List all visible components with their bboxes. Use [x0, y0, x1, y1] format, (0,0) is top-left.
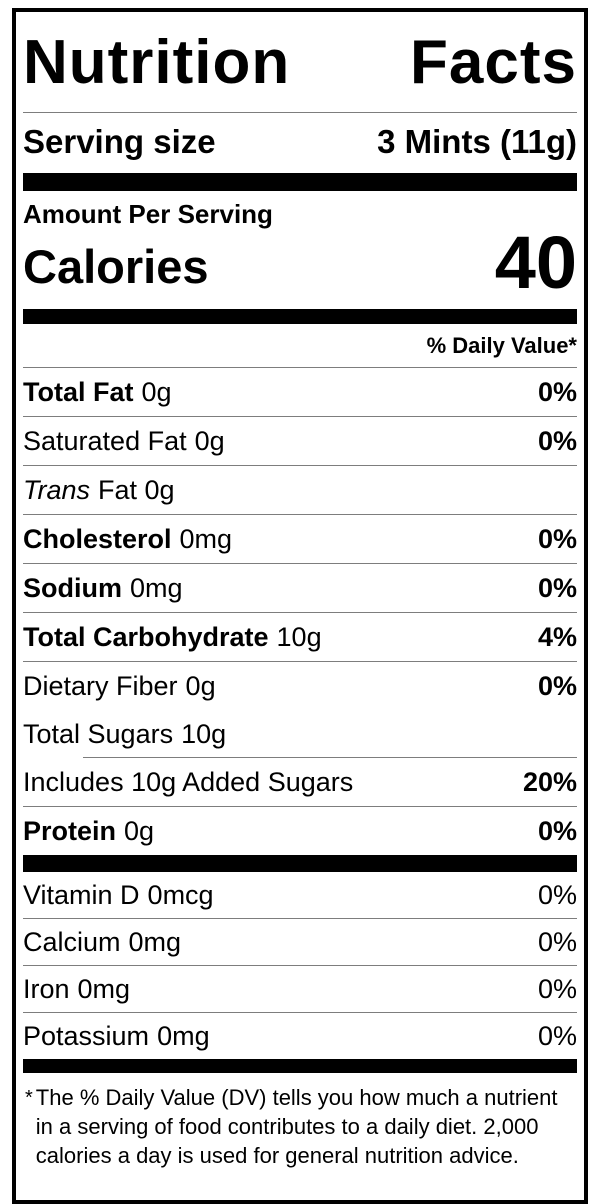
vitamin-amount: 0mg [77, 974, 131, 1004]
vitamin-name: Potassium [23, 1021, 150, 1051]
nutrient-amount: 0g [194, 426, 225, 456]
serving-size-row: Serving size 3 Mints (11g) [23, 113, 577, 173]
nutrient-dv: 0% [537, 524, 577, 554]
nutrient-row-dietary-fiber: Dietary Fiber 0g 0% [23, 661, 577, 710]
nutrient-row-total-sugars: Total Sugars 10g [23, 710, 577, 758]
nutrient-dv: 0% [537, 377, 577, 407]
nutrient-amount: 10g [181, 719, 227, 749]
vitamin-name: Calcium [23, 927, 121, 957]
nutrition-facts-label: Nutrition Facts Serving size 3 Mints (11… [12, 8, 588, 1204]
nutrient-row-total-fat: Total Fat 0g 0% [23, 367, 577, 416]
vitamin-name: Vitamin D [23, 880, 140, 910]
serving-size-value: 3 Mints (11g) [377, 123, 577, 160]
serving-size-label: Serving size [23, 123, 216, 160]
nutrient-row-sodium: Sodium 0mg 0% [23, 563, 577, 612]
label-title: Nutrition Facts [23, 12, 577, 113]
vitamin-amount: 0mg [128, 927, 182, 957]
vitamin-dv: 0% [537, 880, 577, 910]
nutrient-name: Total Fat [23, 377, 134, 407]
vitamin-amount: 0mg [157, 1021, 210, 1051]
nutrient-amount: 0g [124, 816, 155, 846]
vitamin-row-iron: Iron 0mg 0% [23, 965, 577, 1012]
footnote-asterisk: * [25, 1087, 33, 1109]
nutrient-amount: Fat 0g [98, 475, 175, 505]
amount-per-serving-label: Amount Per Serving [23, 199, 273, 229]
calories-label: Calories [23, 240, 209, 293]
nutrient-row-total-carbohydrate: Total Carbohydrate 10g 4% [23, 612, 577, 661]
nutrient-dv: 0% [537, 573, 577, 603]
daily-value-header: % Daily Value* [426, 333, 577, 358]
nutrient-dv: 0% [537, 816, 577, 846]
nutrient-name: Trans [23, 475, 91, 505]
section-bar-footnote [23, 1059, 577, 1073]
section-bar-calories [23, 309, 577, 324]
vitamin-dv: 0% [537, 927, 577, 957]
calories-section: Amount Per Serving Calories 40 [23, 191, 577, 309]
nutrient-amount: 0g [141, 377, 172, 407]
nutrient-name: Total Carbohydrate [23, 622, 269, 652]
nutrient-row-saturated-fat: Saturated Fat 0g 0% [23, 416, 577, 465]
nutrient-amount: 0mg [130, 573, 183, 603]
nutrient-name: Cholesterol [23, 524, 172, 554]
footnote-text: The % Daily Value (DV) tells you how muc… [35, 1085, 558, 1168]
nutrient-dv: 4% [537, 622, 577, 652]
vitamin-row-vitamin-d: Vitamin D 0mcg 0% [23, 872, 577, 918]
nutrient-row-cholesterol: Cholesterol 0mg 0% [23, 514, 577, 563]
nutrient-dv: 0% [537, 671, 577, 701]
nutrient-amount: 0mg [179, 524, 233, 554]
nutrient-dv: 0% [537, 426, 577, 456]
vitamin-name: Iron [23, 974, 70, 1004]
nutrient-row-trans-fat: Trans Fat 0g [23, 465, 577, 514]
vitamin-row-calcium: Calcium 0mg 0% [23, 918, 577, 965]
nutrient-amount: 10g [276, 622, 322, 652]
nutrient-row-added-sugars: Includes 10g Added Sugars 20% [23, 758, 577, 806]
nutrient-name: Protein [23, 816, 117, 846]
vitamin-rows: Vitamin D 0mcg 0% Calcium 0mg 0% Iron 0m… [23, 872, 577, 1059]
nutrient-name: Saturated Fat [23, 426, 187, 456]
nutrient-name: Dietary Fiber [23, 671, 178, 701]
nutrient-row-protein: Protein 0g 0% [23, 806, 577, 855]
vitamin-row-potassium: Potassium 0mg 0% [23, 1012, 577, 1059]
section-bar-top [23, 173, 577, 191]
nutrient-name: Total Sugars [23, 719, 174, 749]
section-bar-vitamins [23, 855, 577, 872]
nutrient-rows: Total Fat 0g 0% Saturated Fat 0g 0% Tran… [23, 367, 577, 855]
vitamin-dv: 0% [537, 1021, 577, 1051]
nutrient-name: Includes 10g Added Sugars [23, 767, 354, 797]
calories-value: 40 [494, 221, 577, 304]
nutrient-name: Sodium [23, 573, 122, 603]
nutrient-amount: 0g [185, 671, 216, 701]
nutrient-dv: 20% [522, 767, 577, 797]
calories-row: Calories 40 [23, 221, 577, 304]
vitamin-amount: 0mcg [147, 880, 214, 910]
footnote: * The % Daily Value (DV) tells you how m… [23, 1073, 577, 1200]
vitamin-dv: 0% [537, 974, 577, 1004]
